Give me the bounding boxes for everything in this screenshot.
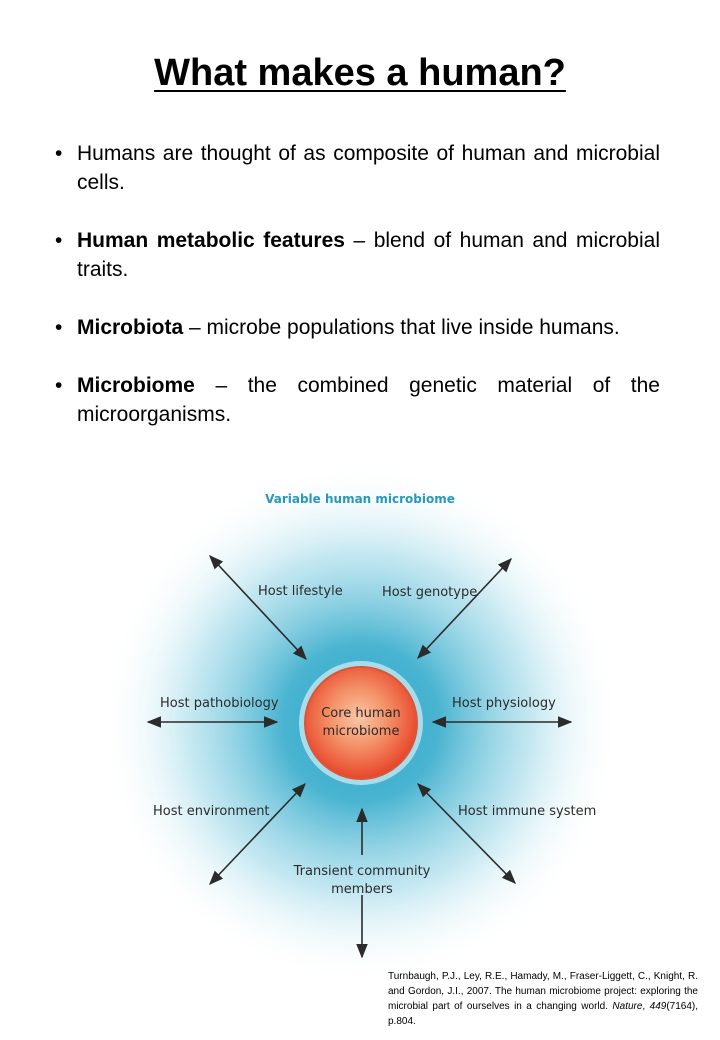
- bullet-dot-icon: •: [55, 374, 63, 397]
- bullet-item: • Microbiome – the combined genetic mater…: [55, 371, 660, 429]
- bullet-text: – microbe populations that live inside h…: [183, 316, 620, 339]
- variable-microbiome-label: Variable human microbiome: [265, 492, 455, 506]
- arrow-host-immune-system: [416, 782, 517, 885]
- host-lifestyle-label: Host lifestyle: [258, 584, 343, 599]
- bullet-text: Humans are thought of as composite of hu…: [77, 142, 660, 194]
- host-immune-system-label: Host immune system: [458, 804, 597, 819]
- bullet-item: • Microbiota – microbe populations that l…: [55, 313, 660, 342]
- microbiome-diagram-graphic: [99, 461, 623, 985]
- host-genotype-label: Host genotype: [382, 585, 478, 600]
- bullet-dot-icon: •: [55, 316, 63, 339]
- transient-community-line1: Transient community: [293, 864, 431, 879]
- bullet-item: • Human metabolic features – blend of hum…: [55, 226, 660, 284]
- bullet-text: – blend of human and microbial traits.: [77, 229, 660, 281]
- core-microbiome-label: Core human microbiome: [301, 705, 421, 741]
- arrow-host-environment: [209, 782, 306, 886]
- bullet-list: • Humans are thought of as composite of h…: [55, 139, 660, 458]
- core-microbiome-circle: [304, 666, 418, 780]
- core-label-line1: Core human: [321, 706, 401, 721]
- bullet-item: • Humans are thought of as composite of h…: [55, 139, 660, 197]
- citation-issue-pages: (7164), p.804.: [388, 1001, 699, 1027]
- host-environment-label: Host environment: [153, 804, 270, 819]
- core-label-line2: microbiome: [322, 724, 400, 739]
- arrow-host-lifestyle: [209, 554, 307, 661]
- bullet-text: – the combined genetic material of the m…: [77, 374, 660, 426]
- citation-journal: Nature: [612, 1001, 643, 1012]
- bullet-dot-icon: •: [55, 142, 63, 165]
- citation-text: Turnbaugh, P.J., Ley, R.E., Hamady, M., …: [388, 971, 698, 1012]
- bullet-dot-icon: •: [55, 229, 63, 252]
- bullet-bold-term: Human metabolic features: [77, 229, 345, 252]
- microbiome-diagram: Variable human microbiome Host lifestyle…: [0, 440, 720, 1040]
- transient-community-line2: members: [331, 882, 393, 897]
- arrow-host-genotype: [417, 557, 512, 660]
- bullet-bold-term: Microbiota: [77, 316, 184, 339]
- transient-community-label: Transient community members: [294, 863, 431, 899]
- page-title: What makes a human?: [154, 52, 566, 94]
- citation: Turnbaugh, P.J., Ley, R.E., Hamady, M., …: [388, 971, 699, 1027]
- host-physiology-label: Host physiology: [452, 696, 556, 711]
- citation-volume: 449: [649, 1001, 667, 1012]
- bullet-bold-term: Microbiome: [77, 374, 195, 397]
- host-pathobiology-label: Host pathobiology: [160, 696, 279, 711]
